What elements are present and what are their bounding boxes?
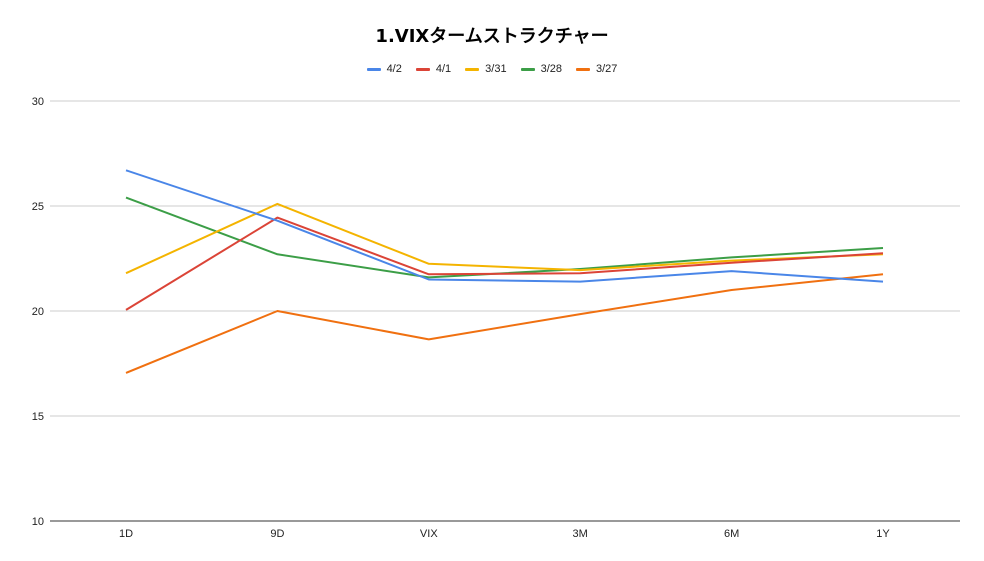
x-tick-label: VIX (420, 528, 438, 540)
y-tick-label: 30 (32, 96, 44, 108)
series-line-3-28[interactable] (125, 196, 884, 279)
y-tick-label: 20 (32, 306, 44, 318)
series-lines (125, 169, 884, 374)
y-tick-label: 10 (32, 516, 44, 528)
series-line-3-31[interactable] (125, 202, 884, 275)
legend: 4/2 4/1 3/31 3/28 3/27 (0, 63, 984, 75)
legend-swatch (576, 67, 590, 71)
legend-item-4-2[interactable]: 4/2 (366, 63, 402, 75)
gridlines (50, 100, 960, 522)
legend-swatch (415, 67, 430, 71)
series-line-4-1[interactable] (125, 216, 884, 311)
legend-item-4-1[interactable]: 4/1 (415, 63, 452, 75)
x-tick-label: 9D (270, 528, 284, 540)
legend-item-3-31[interactable]: 3/31 (465, 63, 507, 75)
x-tick-label: 1Y (876, 528, 890, 540)
legend-label: 4/1 (435, 63, 452, 75)
legend-item-3-27[interactable]: 3/27 (576, 63, 617, 75)
legend-label: 4/2 (386, 63, 402, 75)
x-axis-ticks: 1D 9D VIX 3M 6M 1Y (119, 528, 890, 540)
legend-swatch (366, 67, 381, 71)
y-tick-label: 15 (32, 411, 44, 423)
legend-swatch (465, 67, 480, 71)
legend-label: 3/31 (485, 63, 507, 75)
x-tick-label: 3M (573, 528, 588, 540)
legend-swatch (520, 67, 535, 71)
y-axis-ticks: 10 15 20 25 30 (32, 96, 44, 528)
series-line-3-27[interactable] (125, 273, 884, 374)
series-line-4-2[interactable] (125, 169, 884, 283)
x-tick-label: 6M (724, 528, 739, 540)
legend-item-3-28[interactable]: 3/28 (520, 63, 562, 75)
chart-title: 1.VIXタームストラクチャー (375, 26, 609, 47)
legend-label: 3/27 (596, 63, 618, 75)
legend-label: 3/28 (540, 63, 562, 75)
y-tick-label: 25 (32, 201, 44, 213)
x-tick-label: 1D (119, 528, 133, 540)
